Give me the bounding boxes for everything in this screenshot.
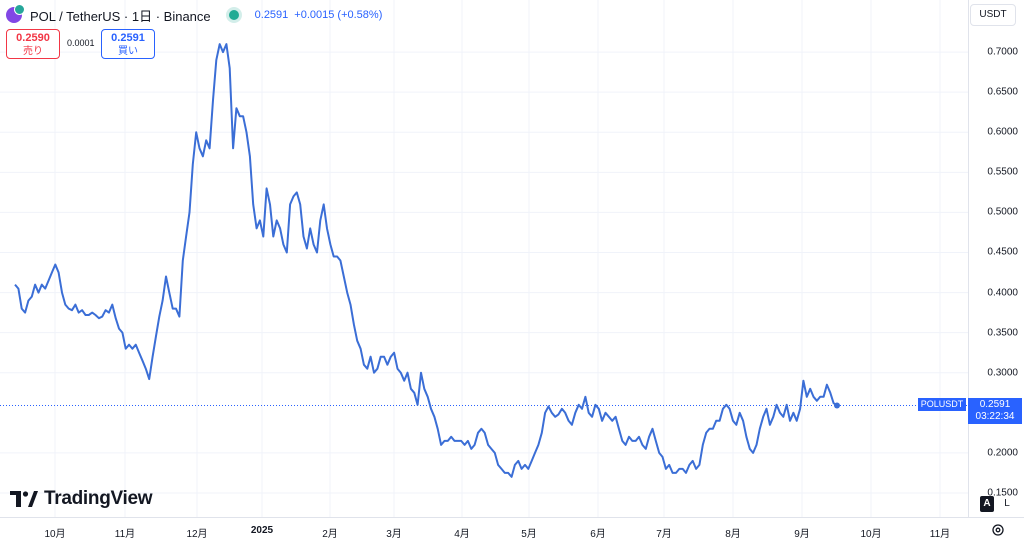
price-chart[interactable] [0,0,968,517]
chart-area[interactable] [0,0,968,517]
header-price: 0.2591 [254,9,289,21]
header-change: +0.0015 (+0.58%) [294,9,383,21]
sell-price: 0.2590 [16,32,50,44]
y-tick-label: 0.6000 [987,126,1018,138]
last-price-label: 0.2591 03:22:34 [968,398,1022,424]
buy-label: 買い [118,46,138,57]
x-tick-label: 10月 [44,529,66,540]
bar-countdown: 03:22:34 [975,411,1015,422]
settings-gear-icon[interactable] [990,522,1006,538]
chart-header: POL / TetherUS · 1日 · Binance 0.2591 +0.… [6,4,383,25]
y-tick-label: 0.4500 [987,246,1018,258]
y-tick-label: 0.3500 [987,327,1018,339]
y-tick-label: 0.3000 [987,367,1018,379]
x-tick-label: 6月 [590,529,606,540]
x-tick-label: 10月 [860,529,882,540]
sell-button[interactable]: 0.2590 売り [6,29,60,59]
x-tick-label: 7月 [656,529,672,540]
time-axis[interactable]: 10月 11月 12月 2025 2月 3月 4月 5月 6月 7月 8月 9月 10月 11月 [0,517,1024,544]
price-axis[interactable]: 0.7000 0.6500 0.6000 0.5500 0.5000 0.4500 0.40… [968,0,1024,517]
tradingview-logo-text: TradingView [44,488,153,509]
sell-label: 売り [23,46,43,57]
y-tick-label: 0.5000 [987,206,1018,218]
x-tick-label: 11月 [114,529,136,540]
y-tick-label: 0.5500 [987,166,1018,178]
y-tick-label: 0.6500 [987,86,1018,98]
y-tick-label: 0.7000 [987,46,1018,58]
last-price-point [834,402,840,409]
x-tick-label: 12月 [186,529,208,540]
buy-button[interactable]: 0.2591 買い [101,29,155,59]
symbol-price-label: POLUSDT [918,398,966,411]
y-tick-label: 0.4000 [987,287,1018,299]
symbol-title[interactable]: POL / TetherUS · 1日 · Binance [30,8,211,24]
spread-value: 0.0001 [67,38,95,48]
y-tick-label: 0.2000 [987,447,1018,459]
price-line [14,43,838,478]
x-tick-label: 2025 [250,525,274,536]
log-scale-button[interactable]: L [1004,498,1010,509]
x-tick-label: 11月 [929,529,951,540]
y-tick-label: 0.1500 [987,487,1018,499]
x-tick-label: 4月 [454,529,470,540]
tradingview-logo-icon [10,491,38,507]
last-price-value: 0.2591 [979,399,1011,410]
grid-lines [0,0,968,517]
auto-scale-button[interactable]: A [980,496,994,512]
x-tick-label: 9月 [794,529,810,540]
x-tick-label: 3月 [386,529,402,540]
tradingview-logo[interactable]: TradingView [10,487,153,511]
pol-coin-icon [6,4,25,23]
buy-price: 0.2591 [111,32,145,44]
currency-selector-button[interactable]: USDT [970,4,1016,26]
x-tick-label: 2月 [322,529,338,540]
market-open-status-icon[interactable] [228,10,239,20]
x-tick-label: 5月 [521,529,537,540]
x-tick-label: 8月 [725,529,741,540]
